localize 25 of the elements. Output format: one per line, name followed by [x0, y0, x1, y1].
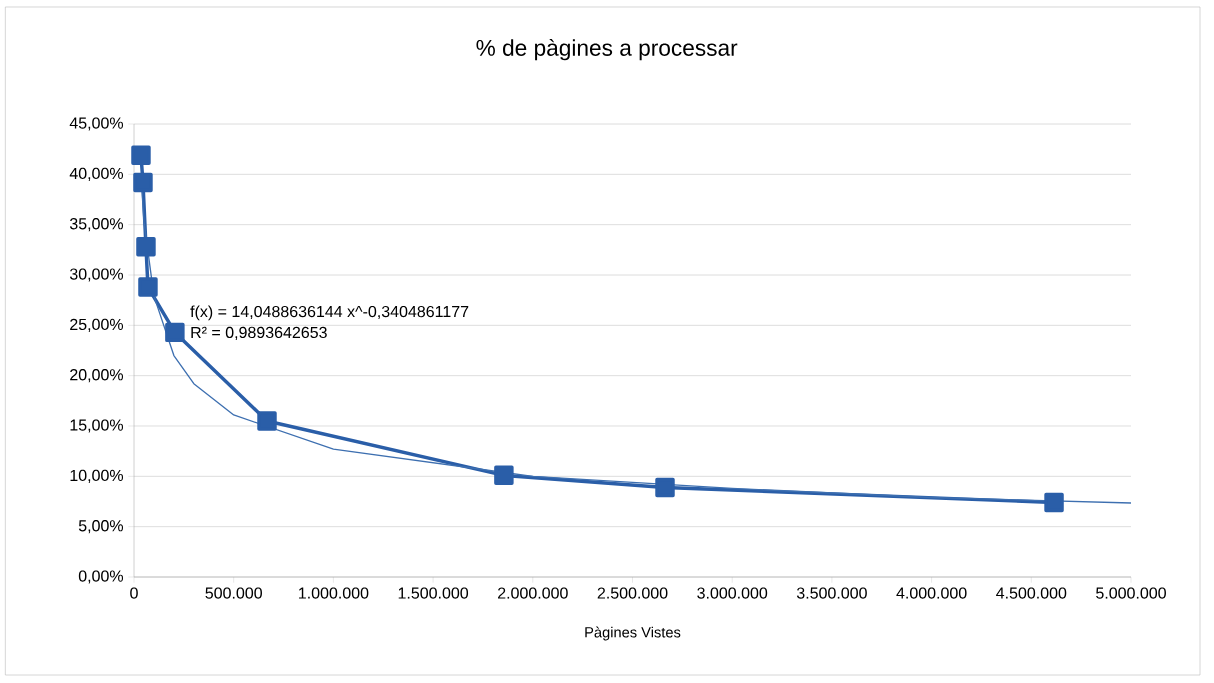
x-tick-label: 500.000 — [205, 587, 262, 599]
y-tick-label: 15,00% — [70, 419, 124, 433]
y-tick-label: 5,00% — [78, 520, 124, 534]
x-tick-label: 0 — [130, 587, 138, 599]
x-axis-title: Pàgines Vistes — [585, 626, 681, 641]
chart-title: % de pàgines a processar — [476, 38, 738, 61]
x-tick-label: 3.000.000 — [697, 587, 768, 599]
annotation: f(x) = 14,0488636144 x^-0,3404861177 — [190, 305, 469, 321]
x-tick-label: 4.500.000 — [996, 587, 1067, 599]
y-tick-label: 40,00% — [69, 167, 124, 181]
annotation: R² = 0,9893642653 — [191, 326, 327, 340]
x-tick-label: 4.000.000 — [896, 587, 967, 599]
y-tick-label: 25,00% — [70, 318, 124, 332]
x-tick-label: 1.500.000 — [398, 587, 469, 599]
y-tick-label: 10,00% — [70, 469, 124, 483]
y-tick-label: 30,00% — [69, 268, 124, 282]
y-tick-label: 0,00% — [78, 570, 124, 584]
x-tick-label: 3.500.000 — [796, 587, 867, 599]
x-tick-label: 2.500.000 — [597, 587, 668, 599]
x-tick-label: 1.000.000 — [299, 587, 369, 599]
y-tick-label: 35,00% — [69, 218, 124, 232]
y-tick-label: 20,00% — [70, 369, 124, 383]
x-tick-label: 2.000.000 — [498, 587, 568, 599]
x-tick-label: 5.000.000 — [1096, 587, 1166, 599]
y-tick-label: 45,00% — [69, 117, 124, 131]
